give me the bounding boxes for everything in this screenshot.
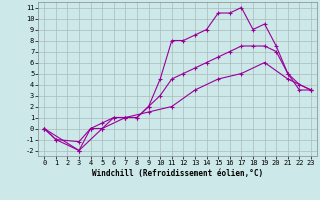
X-axis label: Windchill (Refroidissement éolien,°C): Windchill (Refroidissement éolien,°C) bbox=[92, 169, 263, 178]
